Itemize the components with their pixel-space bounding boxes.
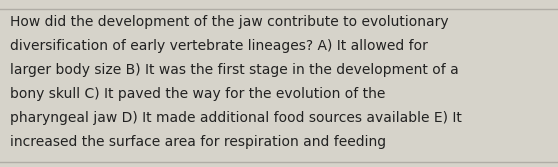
Text: larger body size B) It was the first stage in the development of a: larger body size B) It was the first sta…: [10, 63, 459, 77]
Text: diversification of early vertebrate lineages? A) It allowed for: diversification of early vertebrate line…: [10, 39, 428, 53]
Text: increased the surface area for respiration and feeding: increased the surface area for respirati…: [10, 135, 386, 149]
Text: pharyngeal jaw D) It made additional food sources available E) It: pharyngeal jaw D) It made additional foo…: [10, 111, 462, 125]
Text: bony skull C) It paved the way for the evolution of the: bony skull C) It paved the way for the e…: [10, 87, 386, 101]
Text: How did the development of the jaw contribute to evolutionary: How did the development of the jaw contr…: [10, 15, 449, 29]
